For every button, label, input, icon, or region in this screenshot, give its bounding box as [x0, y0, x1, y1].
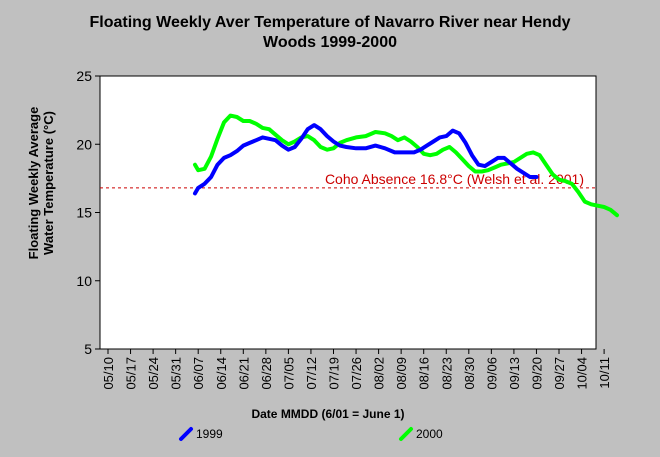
chart-title-line2: Woods 1999-2000: [263, 34, 397, 51]
x-tick-label: 09/27: [552, 357, 567, 390]
x-tick-label: 09/06: [484, 357, 499, 390]
x-tick-label: 09/20: [529, 357, 544, 390]
x-tick-label: 08/02: [372, 357, 387, 390]
x-tick-label: 08/16: [417, 357, 432, 390]
series-layer: [193, 113, 619, 218]
y-axis-label-line2: Water Temperature (°C): [41, 111, 56, 255]
chart-title-line1: Floating Weekly Aver Temperature of Nava…: [89, 14, 571, 31]
y-axis: 5 10 15 20 25: [76, 68, 100, 357]
legend-label-2000: 2000: [416, 427, 443, 441]
x-tick-label: 06/21: [236, 357, 251, 390]
legend-item-2000: 2000: [399, 427, 443, 441]
x-tick-label: 07/19: [327, 357, 342, 390]
y-tick-label: 25: [76, 68, 92, 84]
x-tick-label: 08/23: [439, 357, 454, 390]
y-tick-label: 10: [76, 273, 92, 289]
series-line-1999: [193, 123, 539, 196]
x-tick-label: 08/30: [462, 357, 477, 390]
x-tick-label: 05/31: [169, 357, 184, 390]
y-axis-label-line1: Floating Weekly Average: [26, 107, 41, 260]
x-tick-label: 06/28: [259, 357, 274, 390]
y-tick-label: 15: [76, 205, 92, 221]
x-tick-label: 10/11: [597, 357, 612, 389]
legend-label-1999: 1999: [196, 427, 223, 441]
x-tick-label: 07/12: [304, 357, 319, 390]
plot-area: [99, 75, 597, 350]
legend-swatch-1999: [179, 427, 193, 441]
x-tick-label: 10/04: [575, 357, 590, 390]
x-tick-label: 05/17: [124, 357, 139, 390]
x-tick-label: 06/07: [191, 357, 206, 390]
y-tick-label: 5: [84, 341, 92, 357]
x-axis: 05/10 05/17 05/24 05/31 06/07 06/14 06/21 06/28…: [101, 349, 612, 390]
y-tick-label: 20: [76, 136, 92, 152]
x-tick-label: 08/09: [394, 357, 409, 390]
x-tick-label: 05/10: [101, 357, 116, 390]
legend-item-1999: 1999: [179, 427, 223, 441]
x-tick-label: 06/14: [214, 357, 229, 390]
x-tick-label: 07/26: [349, 357, 364, 390]
legend-swatch-2000: [399, 427, 413, 441]
x-tick-label: 07/05: [281, 357, 296, 390]
x-tick-label: 05/24: [146, 357, 161, 390]
threshold-label: Coho Absence 16.8°C (Welsh et al. 2001): [325, 171, 584, 187]
legend: 1999 2000: [179, 427, 443, 441]
x-axis-label: Date MMDD (6/01 = June 1): [251, 407, 404, 421]
series-line-2000: [193, 113, 619, 218]
x-tick-label: 09/13: [507, 357, 522, 390]
